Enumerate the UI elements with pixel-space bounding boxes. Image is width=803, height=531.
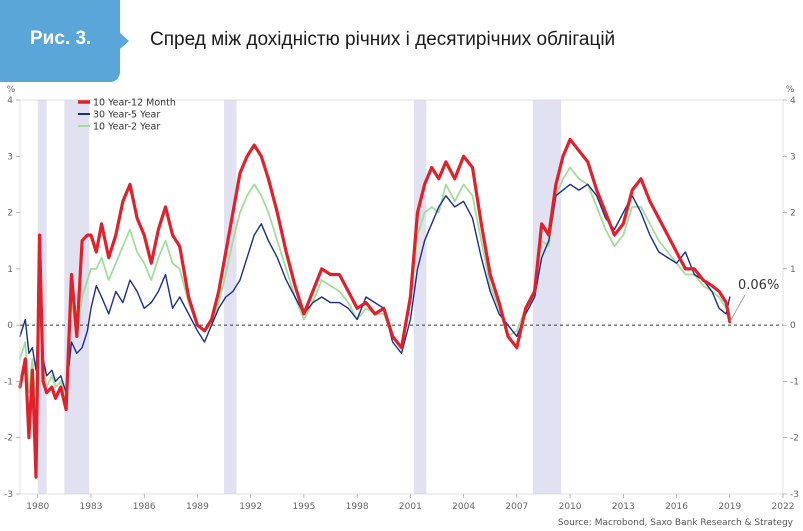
x-tick-label: 1995 [292, 502, 315, 512]
y-tick-label-left: 0 [7, 321, 13, 331]
figure-label: Рис. 3. [0, 0, 120, 82]
y-unit-left: % [7, 85, 16, 95]
y-tick-label-left: -1 [4, 377, 13, 387]
y-tick-label-right: -3 [790, 490, 799, 500]
y-tick-label-right: -1 [790, 377, 799, 387]
y-tick-label-left: 1 [7, 265, 13, 275]
chart-source: Source: Macrobond, Saxo Bank Research & … [558, 518, 794, 528]
x-tick-label: 2013 [612, 502, 635, 512]
figure-label-arrow [120, 33, 129, 49]
recession-band [64, 100, 90, 494]
y-tick-label-left: 2 [7, 209, 13, 219]
y-tick-label-right: 2 [790, 209, 796, 219]
y-tick-label-right: 4 [790, 96, 796, 106]
x-tick-label: 1980 [26, 502, 49, 512]
x-tick-label: 2004 [452, 502, 475, 512]
recession-band [224, 100, 237, 494]
x-tick-label: 1986 [133, 502, 156, 512]
x-tick-label: 2022 [772, 502, 795, 512]
chart-axes: -3 -3 -2 -2 -1 -1 0 0 1 1 2 2 3 3 4 4% % 1980 1983 1986 1989… [4, 85, 799, 512]
chart-annotation: 0.06% [729, 278, 779, 322]
figure-label-text: Рис. 3. [30, 28, 92, 49]
plot-frame [19, 99, 784, 495]
x-tick-label: 2016 [665, 502, 688, 512]
y-tick-label-left: -3 [4, 490, 13, 500]
x-tick-label: 1983 [80, 502, 103, 512]
legend-label: 10 Year-2 Year [93, 122, 160, 133]
series-line [18, 137, 732, 479]
y-tick-label-left: 3 [7, 152, 13, 162]
x-tick-label: 2010 [559, 502, 582, 512]
figure-title: Спред між дохідністю річних і десятирічн… [150, 29, 616, 50]
series-line [19, 166, 731, 411]
series-lines [18, 137, 732, 479]
y-tick-label-right: 1 [790, 265, 796, 275]
recession-band [413, 100, 427, 494]
x-tick-label: 2019 [718, 502, 741, 512]
annotation-label: 0.06% [738, 278, 779, 293]
y-tick-label-right: -2 [790, 434, 799, 444]
x-tick-label: 1992 [239, 502, 262, 512]
y-unit-right: % [786, 85, 795, 95]
x-tick-label: 2001 [399, 502, 422, 512]
y-tick-label-left: -2 [4, 434, 13, 444]
legend-label: 30 Year-5 Year [93, 110, 160, 121]
recession-band [532, 100, 562, 494]
x-tick-label: 1989 [186, 502, 209, 512]
x-tick-label: 1998 [346, 502, 369, 512]
y-tick-label-left: 4 [7, 96, 13, 106]
x-tick-label: 2007 [505, 502, 528, 512]
y-tick-label-right: 0 [790, 321, 796, 331]
series-line [19, 183, 731, 394]
y-tick-label-right: 3 [790, 152, 796, 162]
spread-chart: -3 -3 -2 -2 -1 -1 0 0 1 1 2 2 3 3 4 4% % 1980 1983 1986 1989… [4, 85, 799, 528]
annotation-leader [729, 294, 746, 322]
legend-label: 10 Year-12 Month [93, 98, 176, 109]
